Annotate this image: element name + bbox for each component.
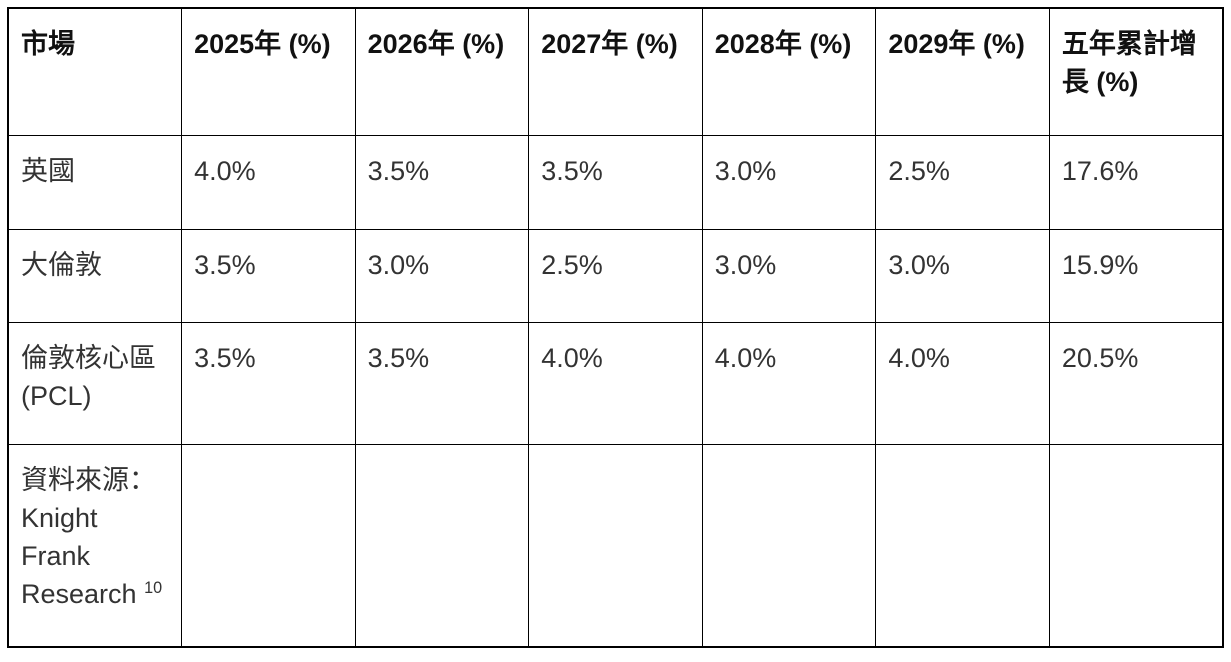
value-cell: 4.0% <box>875 321 1050 445</box>
value-cell: 4.0% <box>701 321 877 445</box>
source-cell: 資料來源：Knight Frank Research 10 <box>7 443 183 648</box>
table-row-pcl: 倫敦核心區 (PCL) 3.5% 3.5% 4.0% 4.0% 4.0% 20.… <box>7 321 1224 445</box>
header-cell-2028: 2028年 (%) <box>701 7 877 136</box>
header-cell-five-year-cumulative: 五年累計增長 (%) <box>1048 7 1224 136</box>
value-cell: 3.5% <box>354 321 530 445</box>
value-cell: 2.5% <box>528 228 703 323</box>
header-cell-market: 市場 <box>7 7 183 136</box>
value-cell: 3.5% <box>354 134 530 230</box>
market-cell: 大倫敦 <box>7 228 183 323</box>
market-cell: 倫敦核心區 (PCL) <box>7 321 183 445</box>
value-cell: 4.0% <box>181 134 356 230</box>
empty-cell <box>875 443 1050 648</box>
value-cell: 2.5% <box>875 134 1050 230</box>
value-cell: 15.9% <box>1048 228 1224 323</box>
empty-cell <box>181 443 356 648</box>
empty-cell <box>1048 443 1224 648</box>
value-cell: 3.0% <box>701 228 877 323</box>
source-label: 資料來源：Knight Frank Research <box>21 464 156 610</box>
header-cell-2027: 2027年 (%) <box>528 7 703 136</box>
value-cell: 3.0% <box>701 134 877 230</box>
value-cell: 4.0% <box>528 321 703 445</box>
header-cell-2026: 2026年 (%) <box>354 7 530 136</box>
value-cell: 3.0% <box>354 228 530 323</box>
header-row: 市場 2025年 (%) 2026年 (%) 2027年 (%) 2028年 (… <box>7 7 1224 136</box>
empty-cell <box>354 443 530 648</box>
empty-cell <box>701 443 877 648</box>
price-forecast-table: 市場 2025年 (%) 2026年 (%) 2027年 (%) 2028年 (… <box>7 7 1224 648</box>
header-cell-2029: 2029年 (%) <box>875 7 1050 136</box>
market-cell: 英國 <box>7 134 183 230</box>
value-cell: 3.5% <box>528 134 703 230</box>
empty-cell <box>528 443 703 648</box>
value-cell: 20.5% <box>1048 321 1224 445</box>
table-row-uk: 英國 4.0% 3.5% 3.5% 3.0% 2.5% 17.6% <box>7 134 1224 230</box>
value-cell: 3.5% <box>181 228 356 323</box>
value-cell: 3.5% <box>181 321 356 445</box>
value-cell: 17.6% <box>1048 134 1224 230</box>
header-cell-2025: 2025年 (%) <box>181 7 356 136</box>
source-row: 資料來源：Knight Frank Research 10 <box>7 443 1224 648</box>
table-row-greater-london: 大倫敦 3.5% 3.0% 2.5% 3.0% 3.0% 15.9% <box>7 228 1224 323</box>
footnote-reference: 10 <box>144 579 163 598</box>
value-cell: 3.0% <box>875 228 1050 323</box>
